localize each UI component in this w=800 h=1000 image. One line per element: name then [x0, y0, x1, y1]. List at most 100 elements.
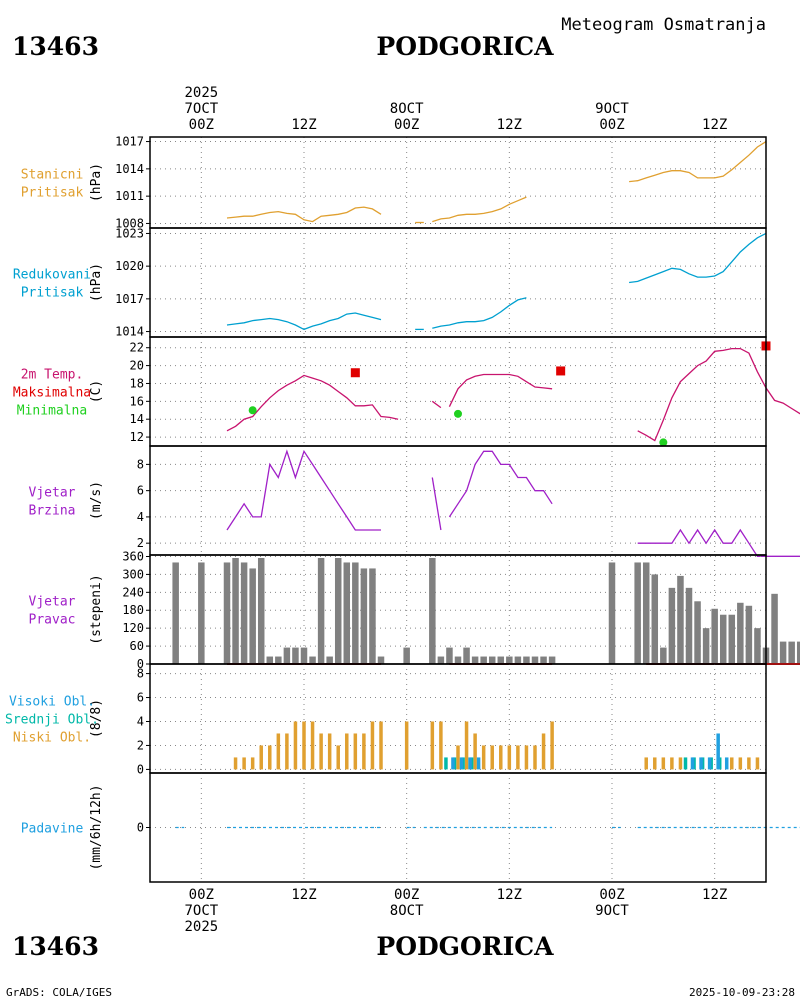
cloud-bar — [362, 733, 366, 770]
direction-bar — [497, 656, 505, 664]
panel-label: Pritisak — [21, 286, 84, 301]
direction-bar — [317, 557, 325, 664]
cloud-bar — [747, 757, 751, 770]
cloud-bar — [370, 721, 375, 770]
direction-bar — [660, 647, 667, 664]
direction-bar — [668, 587, 676, 664]
direction-bar — [548, 656, 556, 664]
direction-bar — [737, 602, 744, 664]
station-name-bottom: PODGORICA — [376, 932, 554, 961]
cloud-bar — [490, 745, 494, 770]
cloud-bar — [464, 721, 469, 770]
cloud-bar — [473, 733, 477, 770]
y-axis-label: (C) — [89, 380, 104, 403]
cloud-bar — [730, 757, 734, 770]
direction-bar — [232, 557, 239, 664]
panel-clouds: 0 2 4 6 8 (8/8)Visoki Obl. Srednji Obl. Niski O… — [5, 663, 767, 776]
min-temp-marker — [248, 406, 257, 415]
panel-label: Stanicni — [21, 168, 84, 183]
panel-wind_speed: 2 4 6 8 (m/s) Vjetar Brzina — [29, 445, 800, 557]
cloud-bar — [379, 721, 383, 770]
direction-bar — [634, 562, 641, 664]
cloud-bar — [456, 745, 460, 770]
cloud-bar — [233, 757, 238, 770]
time-label-top: 12Z — [291, 117, 316, 133]
direction-bar — [796, 641, 800, 664]
y-tick-label: 0 — [137, 821, 144, 835]
cloud-bar — [302, 721, 306, 770]
y-tick-label: 1011 — [115, 189, 144, 203]
cloud-bar — [516, 745, 520, 770]
cloud-bar — [738, 757, 743, 770]
y-tick-label: 1014 — [115, 325, 144, 339]
direction-bar — [266, 656, 274, 664]
direction-bar — [779, 641, 787, 664]
time-label-bottom: 00Z — [394, 887, 419, 903]
cloud-bar — [268, 745, 272, 770]
y-axis-label: (hPa) — [89, 163, 104, 202]
min-temp-marker — [659, 438, 668, 447]
y-tick-label: 6 — [137, 691, 144, 705]
cloud-bar — [404, 721, 409, 770]
station-name-top: PODGORICA — [376, 32, 554, 61]
direction-bar — [309, 656, 316, 664]
direction-bar — [506, 656, 513, 664]
y-tick-label: 180 — [122, 603, 144, 617]
y-axis-label: (hPa) — [89, 263, 104, 302]
direction-bar — [240, 562, 248, 664]
cloud-bar — [451, 757, 455, 770]
cloud-bar — [319, 733, 323, 770]
cloud-bar — [336, 745, 340, 770]
direction-bar — [326, 656, 333, 664]
direction-bar — [523, 656, 530, 664]
direction-bar — [531, 656, 539, 664]
direction-bar — [369, 568, 376, 664]
panel-frame — [149, 772, 767, 883]
cloud-bar — [683, 757, 688, 770]
y-tick-label: 360 — [122, 549, 144, 563]
direction-bar — [711, 608, 718, 664]
y-axis-label: (8/8) — [89, 699, 104, 738]
cloud-bar — [724, 757, 729, 770]
cloud-bar — [533, 745, 537, 770]
y-tick-label: 0 — [137, 657, 144, 671]
series-line — [637, 347, 800, 442]
panel-label: Visoki Obl. — [9, 695, 95, 710]
y-tick-label: 20 — [130, 359, 144, 373]
cloud-bar — [716, 733, 720, 770]
series-line — [226, 374, 399, 432]
cloud-bar — [293, 721, 298, 770]
time-label-bottom: 2025 — [184, 919, 218, 935]
panel-label: Padavine — [21, 822, 84, 837]
cloud-bar — [670, 757, 674, 770]
series-line — [226, 449, 381, 531]
y-tick-label: 12 — [130, 430, 144, 444]
y-tick-label: 4 — [137, 714, 144, 728]
time-label-top: 7OCT — [184, 101, 218, 117]
y-tick-label: 120 — [122, 621, 144, 635]
direction-bar — [651, 574, 659, 664]
time-label-top: 9OCT — [595, 101, 629, 117]
y-tick-label: 8 — [137, 457, 144, 471]
series-line — [432, 297, 527, 329]
time-label-top: 8OCT — [390, 101, 424, 117]
direction-bar — [719, 614, 727, 664]
y-tick-label: 18 — [130, 376, 144, 390]
direction-bar — [429, 557, 436, 664]
cloud-bar — [259, 745, 263, 770]
y-tick-label: 1017 — [115, 135, 144, 149]
panel-label: Maksimalna — [13, 386, 91, 401]
panel-precipitation: 0 (mm/6h/12h) Padavine — [21, 772, 800, 883]
time-label-bottom: 00Z — [599, 887, 624, 903]
y-tick-label: 60 — [130, 639, 144, 653]
cloud-bar — [524, 745, 529, 770]
direction-bar — [223, 562, 231, 664]
direction-bar — [249, 568, 256, 664]
time-label-bottom: 7OCT — [184, 903, 218, 919]
panel-label: Minimalna — [17, 404, 87, 419]
direction-bar — [754, 628, 761, 664]
cloud-bar — [541, 733, 546, 770]
direction-bar — [352, 562, 359, 664]
cloud-bar — [707, 757, 712, 770]
time-label-top: 00Z — [394, 117, 419, 133]
